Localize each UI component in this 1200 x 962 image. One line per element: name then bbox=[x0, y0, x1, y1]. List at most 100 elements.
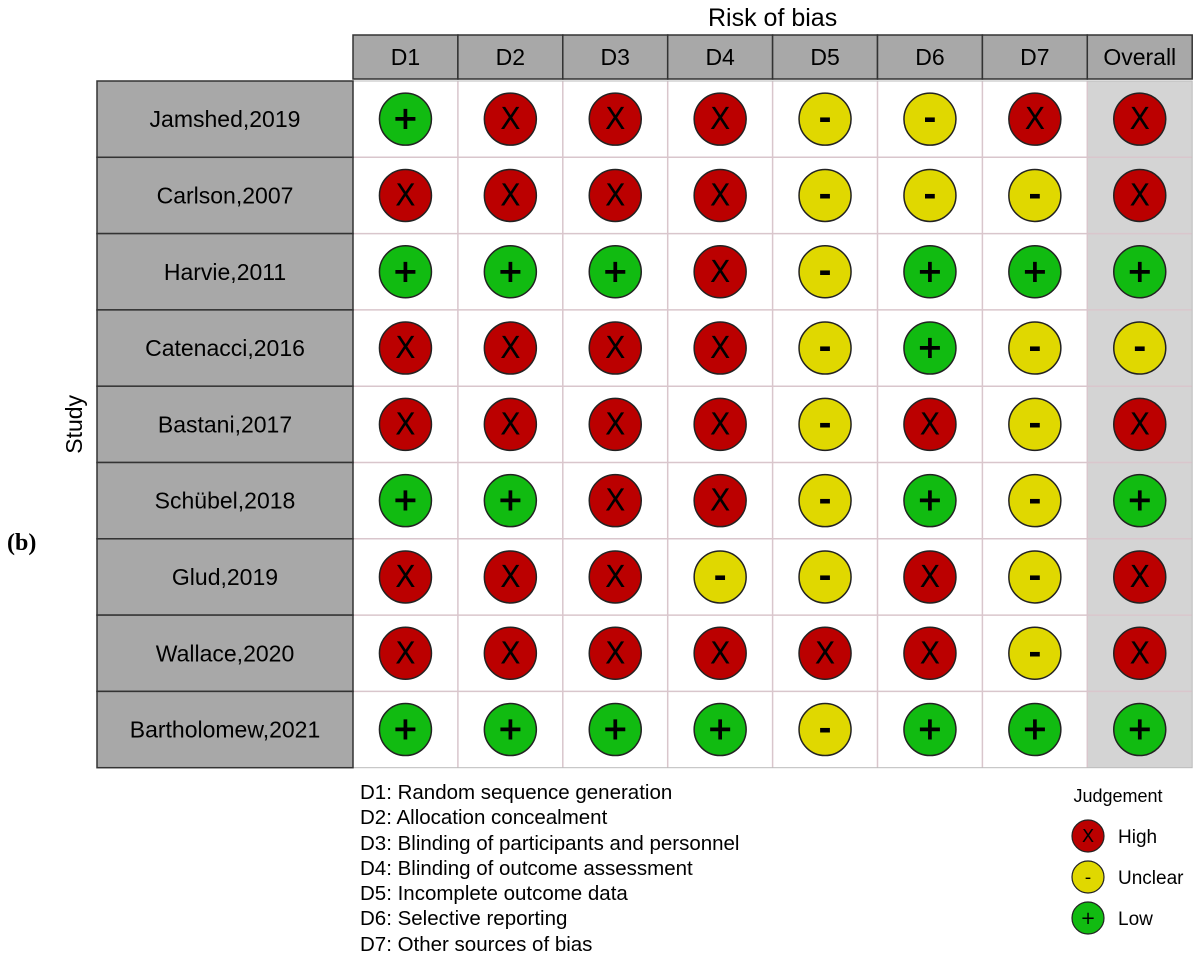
judgement-symbol: X bbox=[605, 178, 626, 213]
column-header-d2: D2 bbox=[496, 44, 525, 70]
judgement-marker-unclear bbox=[1008, 473, 1062, 528]
judgement-symbol: - bbox=[818, 481, 831, 519]
column-header-bg-d4 bbox=[666, 34, 774, 80]
judgement-symbol: - bbox=[818, 328, 831, 366]
judgement-symbol: + bbox=[1126, 710, 1153, 748]
judgement-symbol: + bbox=[917, 252, 944, 290]
judgement-symbol: - bbox=[1028, 481, 1041, 519]
study-label-harvie-2011: Harvie,2011 bbox=[164, 259, 286, 285]
judgement-marker-high bbox=[588, 321, 642, 375]
judgement-symbol: X bbox=[500, 178, 521, 213]
judgement-marker-high bbox=[483, 92, 538, 146]
judgement-marker-high bbox=[588, 168, 642, 223]
judgement-marker-unclear bbox=[798, 321, 852, 375]
judgement-symbol: X bbox=[500, 560, 521, 595]
judgement-symbol: X bbox=[395, 178, 416, 213]
judgement-marker-high bbox=[483, 321, 538, 375]
judgement-marker-low bbox=[903, 321, 957, 375]
judgement-marker-unclear bbox=[1113, 321, 1167, 375]
judgement-symbol: + bbox=[602, 710, 629, 748]
judgement-marker-high bbox=[378, 550, 433, 604]
column-header-d1: D1 bbox=[391, 44, 420, 70]
judgement-symbol: X bbox=[1025, 102, 1046, 137]
judgement-marker-low bbox=[483, 702, 538, 757]
legend-marker-high bbox=[1071, 819, 1105, 853]
judgement-symbol: + bbox=[392, 252, 419, 290]
column-header-bg-d3 bbox=[562, 34, 669, 80]
judgement-marker-high bbox=[483, 168, 538, 223]
legend-title: Judgement bbox=[1073, 786, 1162, 806]
judgement-symbol: - bbox=[1028, 557, 1041, 595]
judgement-symbol: + bbox=[1126, 481, 1153, 519]
column-header-bg-overall bbox=[1086, 34, 1193, 80]
judgement-marker-high bbox=[588, 626, 642, 680]
judgement-marker-low bbox=[483, 473, 538, 528]
judgement-marker-high bbox=[483, 626, 538, 680]
judgement-marker-low bbox=[378, 702, 433, 757]
judgement-marker-high bbox=[378, 321, 433, 375]
judgement-marker-high bbox=[378, 626, 433, 680]
judgement-symbol: X bbox=[605, 560, 626, 595]
judgement-marker-high bbox=[588, 473, 642, 528]
judgement-marker-unclear bbox=[798, 550, 852, 604]
judgement-marker-high bbox=[693, 626, 747, 680]
column-header-d6: D6 bbox=[915, 44, 944, 70]
study-label-bg bbox=[96, 80, 354, 159]
judgement-marker-high bbox=[903, 397, 957, 452]
judgement-symbol: + bbox=[497, 481, 524, 519]
judgement-marker-high bbox=[1113, 626, 1167, 680]
judgement-marker-unclear bbox=[1008, 321, 1062, 375]
column-header-bg-d1 bbox=[352, 34, 459, 80]
judgement-marker-high bbox=[378, 397, 433, 452]
study-label-bartholomew-2021: Bartholomew,2021 bbox=[130, 717, 321, 743]
judgement-marker-unclear bbox=[1008, 397, 1062, 452]
judgement-marker-unclear bbox=[798, 473, 852, 528]
judgement-symbol: - bbox=[923, 99, 936, 137]
legend-label-unclear: Unclear bbox=[1118, 868, 1184, 889]
column-header-bg-d7 bbox=[981, 34, 1089, 80]
column-header-d5: D5 bbox=[810, 44, 839, 70]
judgement-symbol: X bbox=[605, 331, 626, 366]
judgement-symbol: + bbox=[1126, 252, 1153, 290]
judgement-symbol: X bbox=[605, 636, 626, 671]
judgement-marker-low bbox=[588, 245, 642, 299]
judgement-symbol: X bbox=[1129, 178, 1150, 213]
legend-marker-low bbox=[1071, 901, 1105, 935]
legend-marker-unclear bbox=[1071, 860, 1105, 894]
judgement-marker-high bbox=[1113, 168, 1167, 223]
judgement-marker-high bbox=[798, 626, 852, 680]
judgement-marker-high bbox=[903, 626, 957, 680]
judgement-symbol: X bbox=[1129, 407, 1150, 442]
judgement-symbol: X bbox=[710, 484, 731, 519]
judgement-symbol: X bbox=[710, 255, 731, 290]
judgement-marker-low bbox=[1008, 245, 1062, 299]
judgement-marker-low bbox=[378, 245, 433, 299]
judgement-marker-high bbox=[903, 550, 957, 604]
judgement-symbol: X bbox=[605, 484, 626, 519]
judgement-marker-unclear bbox=[798, 168, 852, 223]
judgement-symbol: X bbox=[1129, 560, 1150, 595]
domain-definition-d5: D5: Incomplete outcome data bbox=[360, 882, 628, 906]
judgement-symbol: - bbox=[1028, 404, 1041, 442]
study-label-catenacci-2016: Catenacci,2016 bbox=[145, 335, 305, 361]
judgement-marker-high bbox=[588, 550, 642, 604]
judgement-symbol: - bbox=[1028, 328, 1041, 366]
judgement-symbol: X bbox=[710, 407, 731, 442]
judgement-marker-high bbox=[378, 168, 433, 223]
judgement-marker-low bbox=[1113, 702, 1167, 757]
judgement-symbol: - bbox=[818, 557, 831, 595]
judgement-marker-low bbox=[378, 92, 433, 146]
judgement-marker-low bbox=[903, 473, 957, 528]
judgement-marker-high bbox=[1113, 92, 1167, 146]
judgement-marker-unclear bbox=[1008, 168, 1062, 223]
judgement-symbol: X bbox=[710, 102, 731, 137]
chart-title: Risk of bias bbox=[708, 4, 837, 32]
study-label-carlson-2007: Carlson,2007 bbox=[157, 182, 294, 208]
judgement-marker-high bbox=[1113, 550, 1167, 604]
study-label-glud-2019: Glud,2019 bbox=[172, 564, 278, 590]
judgement-symbol: + bbox=[917, 710, 944, 748]
judgement-symbol: X bbox=[605, 407, 626, 442]
judgement-symbol: X bbox=[395, 407, 416, 442]
legend-label-high: High bbox=[1118, 827, 1157, 848]
study-label-bg bbox=[96, 309, 354, 387]
